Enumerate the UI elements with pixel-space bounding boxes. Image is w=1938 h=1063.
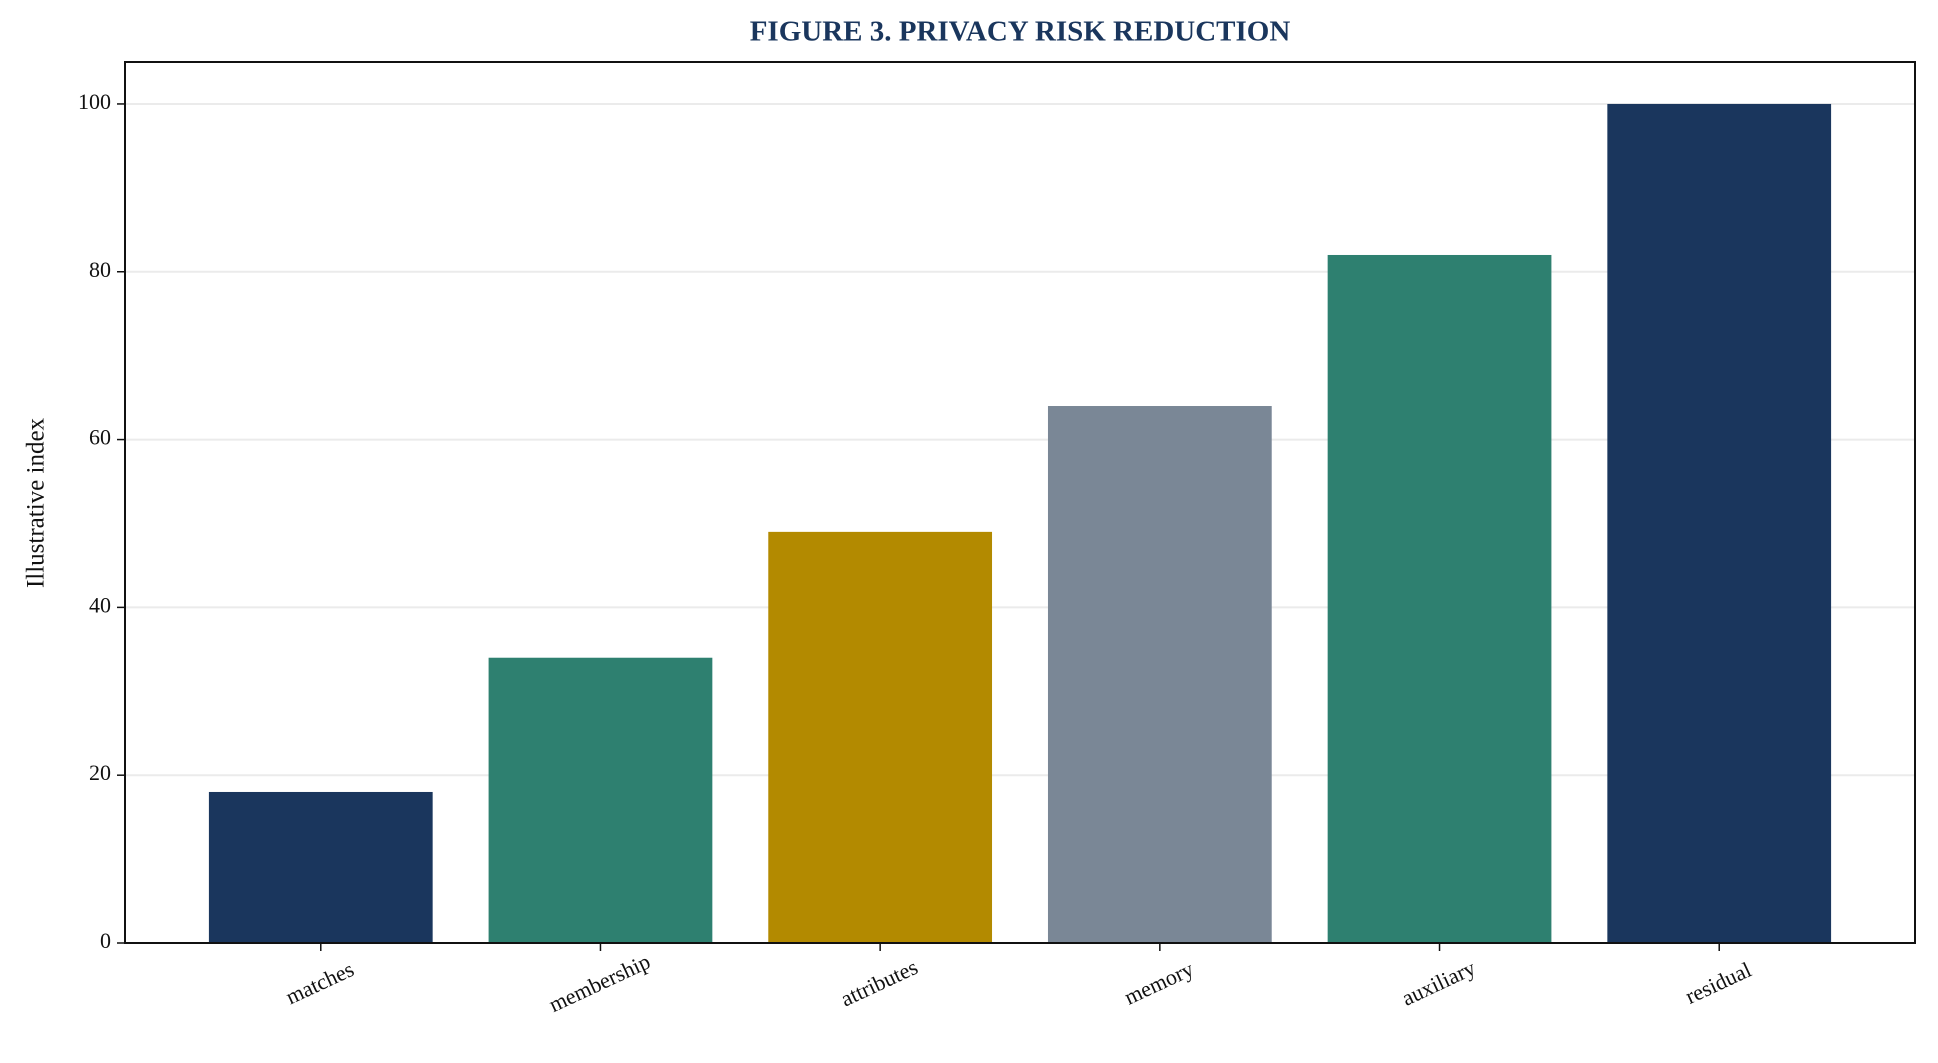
- x-tick-label: attributes: [837, 954, 922, 1011]
- y-tick-label: 0: [100, 928, 111, 953]
- x-tick-label: matches: [282, 956, 358, 1009]
- y-axis-label: Illustrative index: [23, 417, 50, 588]
- y-tick-label: 40: [89, 592, 111, 617]
- y-tick-label: 60: [89, 425, 111, 450]
- bar: [768, 531, 993, 943]
- x-tick-label: auxiliary: [1398, 955, 1479, 1011]
- x-tick-label: residual: [1681, 957, 1755, 1009]
- bar: [488, 657, 713, 943]
- plot-frame: [124, 61, 1916, 944]
- bar: [1327, 254, 1552, 943]
- y-tick-label: 100: [78, 89, 111, 114]
- y-tick-label: 20: [89, 760, 111, 785]
- bar: [1607, 103, 1832, 943]
- bar: [208, 791, 433, 943]
- chart-title: FIGURE 3. PRIVACY RISK REDUCTION: [750, 16, 1291, 48]
- y-tick-label: 80: [89, 257, 111, 282]
- bar: [1047, 406, 1272, 943]
- x-tick-label: memory: [1120, 956, 1197, 1010]
- x-tick-label: membership: [545, 948, 654, 1017]
